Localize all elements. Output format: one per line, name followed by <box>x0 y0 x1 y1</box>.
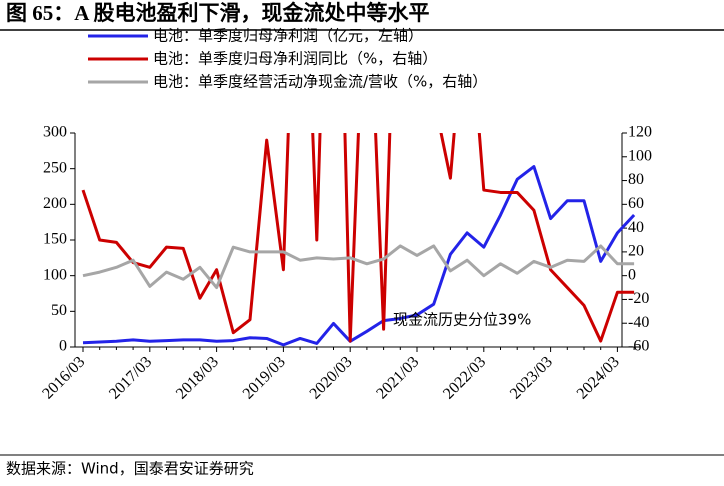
y2-tick-label: -60 <box>628 338 649 355</box>
series-line <box>82 165 636 347</box>
x-tick-label: 2021/03 <box>373 353 422 402</box>
legend-label: 电池：单季度经营活动净现金流/营收（%，右轴） <box>153 73 487 91</box>
x-tick-label: 2018/03 <box>173 353 222 402</box>
y-tick-label: 150 <box>43 231 67 248</box>
y-tick-label: 200 <box>43 195 67 212</box>
y2-tick-label: 80 <box>628 171 644 188</box>
y-tick-label: 100 <box>43 266 67 283</box>
y-tick-label: 250 <box>43 159 67 176</box>
y2-tick-label: -20 <box>628 290 649 307</box>
y2-tick-label: 100 <box>628 147 652 164</box>
x-tick-label: 2024/03 <box>574 353 623 402</box>
y2-tick-label: 60 <box>628 195 644 212</box>
x-tick-label: 2020/03 <box>307 353 356 402</box>
x-tick-label: 2017/03 <box>106 353 155 402</box>
legend-label: 电池：单季度归母净利润同比（%，右轴） <box>153 50 437 68</box>
annotation: 现金流历史分位39% <box>393 311 531 329</box>
y2-tick-label: -40 <box>628 314 649 331</box>
series-line <box>82 244 635 290</box>
x-tick-label: 2016/03 <box>39 353 88 402</box>
series-line <box>81 133 635 343</box>
x-tick-label: 2022/03 <box>440 353 489 402</box>
plot-area <box>81 133 636 347</box>
x-tick-label: 2023/03 <box>507 353 556 402</box>
y-tick-label: 50 <box>51 302 67 319</box>
chart-title: 图 65：A 股电池盈利下滑，现金流处中等水平 <box>6 1 430 25</box>
y2-tick-label: 40 <box>628 219 644 236</box>
y-tick-label: 0 <box>59 338 67 355</box>
y-tick-label: 300 <box>43 124 67 141</box>
y2-tick-label: 20 <box>628 243 644 260</box>
y2-tick-label: 0 <box>628 266 636 283</box>
legend-label: 电池：单季度归母净利润（亿元，左轴） <box>153 27 423 45</box>
x-tick-label: 2019/03 <box>240 353 289 402</box>
y2-tick-label: 120 <box>628 124 652 141</box>
source: 数据来源：Wind，国泰君安证券研究 <box>6 460 254 478</box>
